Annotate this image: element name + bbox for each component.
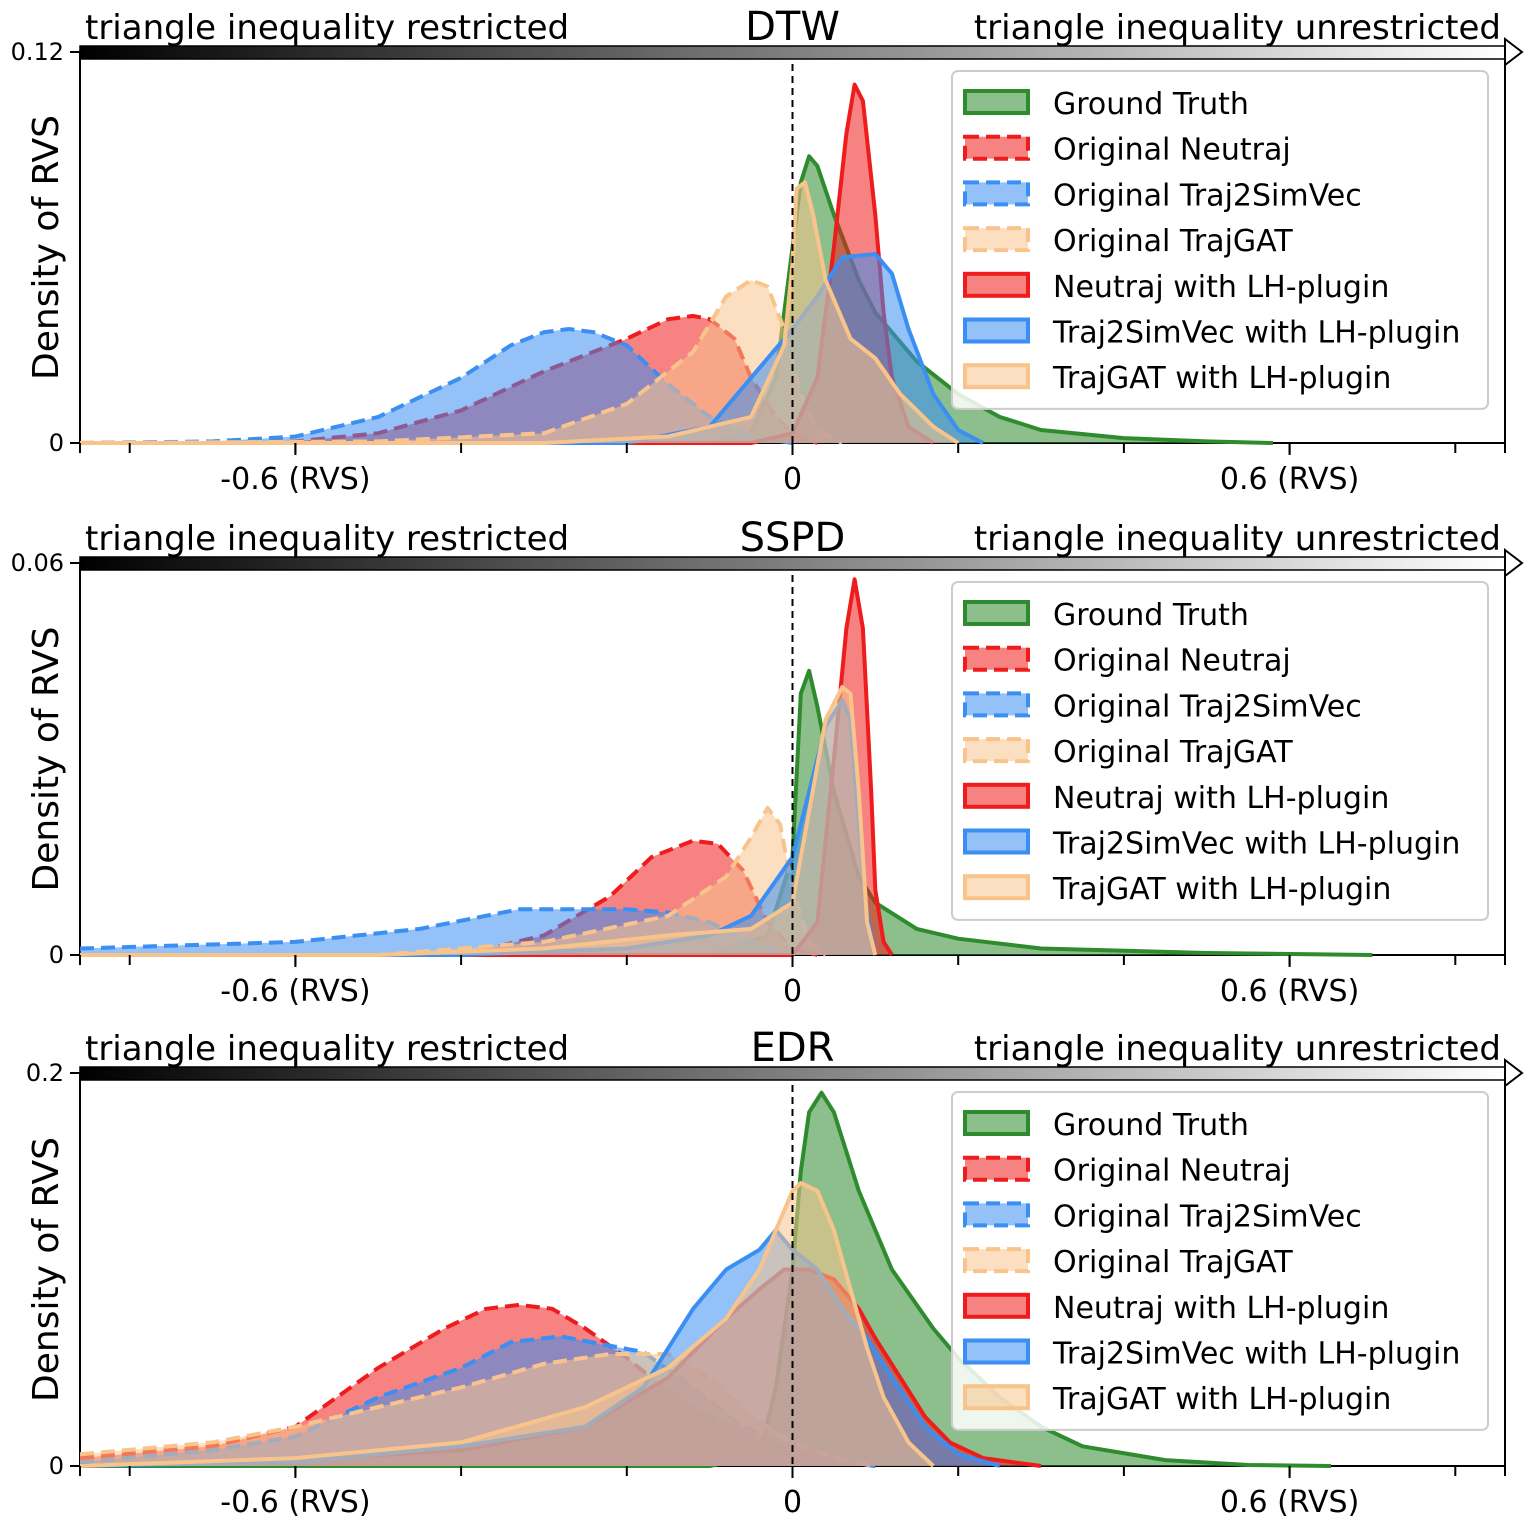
legend-swatch [963, 363, 1030, 390]
legend-swatch [963, 1384, 1030, 1411]
y-tick-label: 0 [49, 1452, 64, 1480]
legend-box [951, 581, 1489, 921]
legend-label: Original Neutraj [1053, 1154, 1291, 1189]
y-tick-label: 0.12 [11, 38, 64, 66]
y-tick-label: 0.06 [11, 549, 64, 577]
legend-label: Original Traj2SimVec [1053, 178, 1362, 213]
band-left-label: triangle inequality restricted [85, 519, 569, 559]
panel-title: SSPD [740, 515, 846, 561]
legend-swatch [963, 317, 1030, 344]
panel-edr: triangle inequality restricted triangle i… [26, 1025, 1524, 1520]
y-tick-label: 0 [49, 941, 64, 969]
panel-title: DTW [745, 4, 840, 50]
arrow-head-icon [1504, 36, 1524, 68]
legend-swatch [963, 134, 1030, 161]
legend-label: Original TrajGAT [1053, 735, 1293, 770]
y-axis-label: Density of RVS [26, 1137, 67, 1402]
density-fill-5 [80, 254, 984, 443]
x-tick-label: -0.6 (RVS) [220, 1485, 370, 1520]
density-fill-3 [80, 280, 843, 443]
legend-swatch [963, 691, 1030, 718]
legend-label: Neutraj with LH-plugin [1053, 781, 1389, 816]
legend-label: Original Neutraj [1053, 133, 1291, 168]
legend-box [951, 70, 1489, 410]
legend-label: Traj2SimVec with LH-plugin [1052, 316, 1460, 351]
y-tick-label: 0 [49, 429, 64, 457]
legend-swatch [963, 874, 1030, 901]
density-line-6 [79, 1181, 935, 1468]
density-fill-6 [80, 1183, 934, 1466]
legend-label: Neutraj with LH-plugin [1053, 1291, 1389, 1326]
x-tick-label: -0.6 (RVS) [220, 974, 370, 1009]
panel-sspd: triangle inequality restricted triangle i… [11, 515, 1524, 1009]
legend-label: Traj2SimVec with LH-plugin [1052, 827, 1460, 862]
legend-swatch [963, 737, 1030, 764]
band-right-label: triangle inequality unrestricted [974, 8, 1501, 48]
legend-swatch [963, 271, 1030, 298]
legend: Ground Truth Original Neutraj Original Tra… [951, 70, 1489, 410]
legend-swatch [963, 782, 1030, 809]
density-fill-6 [80, 687, 876, 955]
x-tick-label: -0.6 (RVS) [220, 462, 370, 497]
x-tick-label: 0.6 (RVS) [1220, 1485, 1359, 1520]
arrow-head-icon [1504, 547, 1524, 579]
legend-label: TrajGAT with LH-plugin [1052, 361, 1391, 396]
legend-swatch [963, 226, 1030, 253]
density-line-6 [80, 180, 960, 445]
legend-box [951, 1091, 1489, 1431]
legend: Ground Truth Original Neutraj Original Tra… [951, 581, 1489, 921]
legend-swatch [963, 828, 1030, 855]
legend-label: Ground Truth [1053, 87, 1249, 122]
band-left-label: triangle inequality restricted [85, 1029, 569, 1069]
y-axis-label: Density of RVS [26, 627, 67, 892]
arrow-head-icon [1504, 1057, 1524, 1089]
legend-label: Original Traj2SimVec [1053, 689, 1362, 724]
legend-label: Traj2SimVec with LH-plugin [1052, 1337, 1460, 1372]
density-line-6 [80, 685, 878, 957]
legend-label: Ground Truth [1053, 598, 1249, 633]
x-tick-label: 0.6 (RVS) [1220, 462, 1359, 497]
legend-label: Original TrajGAT [1053, 1245, 1293, 1280]
legend-swatch [963, 1292, 1030, 1319]
legend-swatch [963, 89, 1030, 115]
legend-swatch [963, 600, 1030, 626]
legend-label: TrajGAT with LH-plugin [1052, 1382, 1391, 1417]
legend-label: Original Neutraj [1053, 644, 1291, 679]
legend-label: Neutraj with LH-plugin [1053, 270, 1389, 305]
legend-label: Original Traj2SimVec [1053, 1199, 1362, 1234]
legend: Ground Truth Original Neutraj Original Tra… [951, 1091, 1489, 1431]
legend-label: Original TrajGAT [1053, 224, 1293, 259]
x-tick-label: 0 [783, 974, 802, 1009]
panel-title: EDR [751, 1025, 835, 1071]
band-right-label: triangle inequality unrestricted [974, 519, 1501, 559]
legend-swatch [963, 1201, 1030, 1228]
density-fill-6 [80, 182, 959, 444]
y-tick-label: 0.2 [26, 1059, 64, 1087]
density-line-3 [79, 1352, 876, 1468]
legend-swatch [963, 1155, 1030, 1182]
band-left-label: triangle inequality restricted [85, 8, 569, 48]
legend-label: Ground Truth [1053, 1108, 1249, 1143]
legend-swatch [963, 1338, 1030, 1365]
y-axis-label: Density of RVS [26, 115, 67, 380]
band-right-label: triangle inequality unrestricted [974, 1029, 1501, 1069]
legend-swatch [963, 1247, 1030, 1274]
panel-dtw: triangle inequality restricted triangle i… [11, 4, 1524, 497]
legend-swatch [963, 1110, 1030, 1136]
legend-swatch [963, 645, 1030, 672]
x-tick-label: 0 [783, 1485, 802, 1520]
legend-swatch [963, 180, 1030, 207]
x-tick-label: 0.6 (RVS) [1220, 974, 1359, 1009]
legend-label: TrajGAT with LH-plugin [1052, 872, 1391, 907]
x-tick-label: 0 [783, 462, 802, 497]
